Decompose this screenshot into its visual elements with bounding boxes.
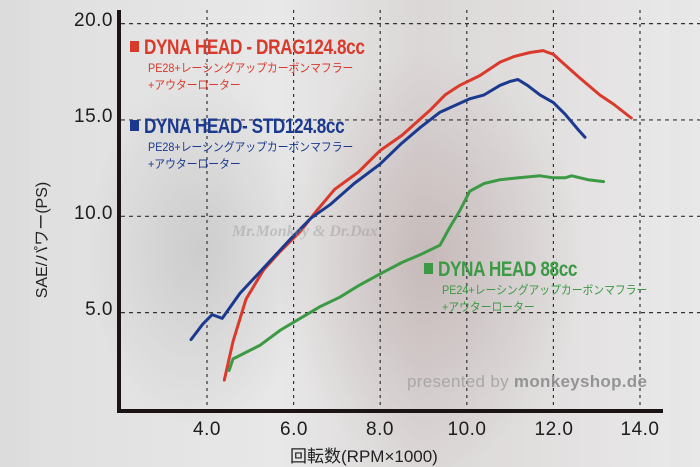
y-tick-15: 15.0 (74, 106, 113, 127)
legend-title: DYNA HEAD- STD124.8cc (143, 115, 345, 138)
y-axis-label: SAE/パワー(PS) (34, 181, 51, 299)
series-drag124-line (222, 49, 633, 382)
legend-88cc: DYNA HEAD 88cc PE24+レーシングアップカーボンマフラー +アウ… (424, 258, 670, 316)
brand-text: monkeyshop.de (513, 372, 648, 391)
legend-line2: +アウターローター (148, 157, 241, 171)
legend-drag124: DYNA HEAD - DRAG124.8cc PE28+レーシングアップカーボ… (130, 36, 416, 94)
presented-by-watermark: presented by monkeyshop.de (407, 372, 647, 392)
x-tick-4: 4.0 (193, 419, 221, 440)
x-axis-label: 回転数(RPM×1000) (290, 447, 438, 466)
legend-title: DYNA HEAD 88cc (437, 258, 578, 281)
legend-square-icon (130, 41, 140, 52)
x-tick-10: 10.0 (447, 419, 487, 440)
legend-line2: +アウターローター (148, 78, 241, 92)
legend-line1: PE28+レーシングアップカーボンマフラー (148, 61, 354, 75)
legend-line1: PE28+レーシングアップカーボンマフラー (148, 140, 354, 154)
x-tick-14: 14.0 (620, 419, 660, 440)
legend-square-icon (130, 120, 140, 131)
series-std124-line (189, 78, 587, 342)
legend-line1: PE24+レーシングアップカーボンマフラー (442, 283, 648, 297)
legend-line2: +アウターローター (442, 300, 535, 314)
x-tick-8: 8.0 (366, 419, 394, 440)
legend-square-icon (424, 263, 434, 274)
y-tick-20: 20.0 (74, 10, 113, 31)
center-watermark: Mr.Monkey & Dr.Dax (232, 223, 378, 240)
legend-title: DYNA HEAD - DRAG124.8cc (143, 36, 365, 59)
legend-std124: DYNA HEAD- STD124.8cc PE28+レーシングアップカーボンマ… (130, 115, 391, 173)
x-tick-12: 12.0 (534, 419, 574, 440)
presented-by-text: presented by (407, 372, 514, 391)
x-tick-6: 6.0 (280, 419, 308, 440)
y-tick-10: 10.0 (74, 203, 113, 224)
y-tick-5: 5.0 (85, 299, 113, 320)
chart-panel (30, 0, 670, 467)
series-88cc-line (227, 174, 606, 372)
